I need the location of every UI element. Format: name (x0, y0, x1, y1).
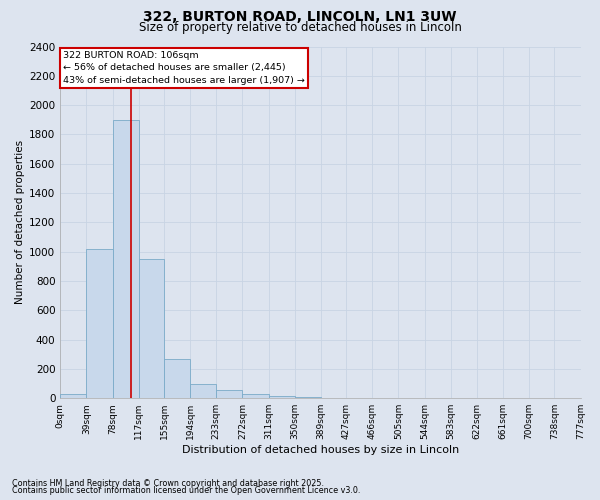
X-axis label: Distribution of detached houses by size in Lincoln: Distribution of detached houses by size … (182, 445, 459, 455)
Bar (164, 358, 190, 398)
Y-axis label: Number of detached properties: Number of detached properties (15, 140, 25, 304)
Bar (86, 248, 113, 398)
Text: Contains public sector information licensed under the Open Government Licence v3: Contains public sector information licen… (12, 486, 361, 495)
Bar (60, 394, 86, 398)
Text: 322, BURTON ROAD, LINCOLN, LN1 3UW: 322, BURTON ROAD, LINCOLN, LN1 3UW (143, 10, 457, 24)
Bar (216, 390, 242, 398)
Bar (242, 394, 269, 398)
Text: Size of property relative to detached houses in Lincoln: Size of property relative to detached ho… (139, 21, 461, 34)
Bar (139, 259, 164, 398)
Bar (190, 384, 216, 398)
Bar (113, 120, 139, 398)
Text: Contains HM Land Registry data © Crown copyright and database right 2025.: Contains HM Land Registry data © Crown c… (12, 478, 324, 488)
Bar (269, 396, 295, 398)
Text: 322 BURTON ROAD: 106sqm
← 56% of detached houses are smaller (2,445)
43% of semi: 322 BURTON ROAD: 106sqm ← 56% of detache… (63, 51, 305, 85)
